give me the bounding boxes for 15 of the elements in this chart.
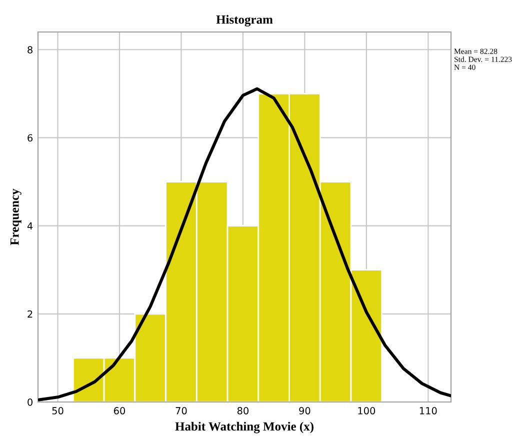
y-tick-label: 4 <box>27 222 33 230</box>
x-tick-label: 50 <box>52 407 64 414</box>
y-axis-title: Frequency <box>10 188 22 246</box>
x-tick-label: 60 <box>114 407 126 414</box>
y-tick-label: 0 <box>28 398 32 406</box>
x-axis-title: Habit Watching Movie (x) <box>175 422 314 434</box>
x-tick-label: 110 <box>420 407 437 414</box>
x-tick-label: 90 <box>299 407 310 414</box>
x-tick-label: 100 <box>358 407 376 414</box>
y-tick-label: 8 <box>28 46 32 54</box>
x-tick-label: 70 <box>176 407 187 414</box>
x-tick-label: 80 <box>237 407 248 414</box>
y-tick-label: 6 <box>28 134 33 142</box>
y-tick-label: 2 <box>28 310 32 318</box>
chart-title: Histogram <box>216 14 273 26</box>
